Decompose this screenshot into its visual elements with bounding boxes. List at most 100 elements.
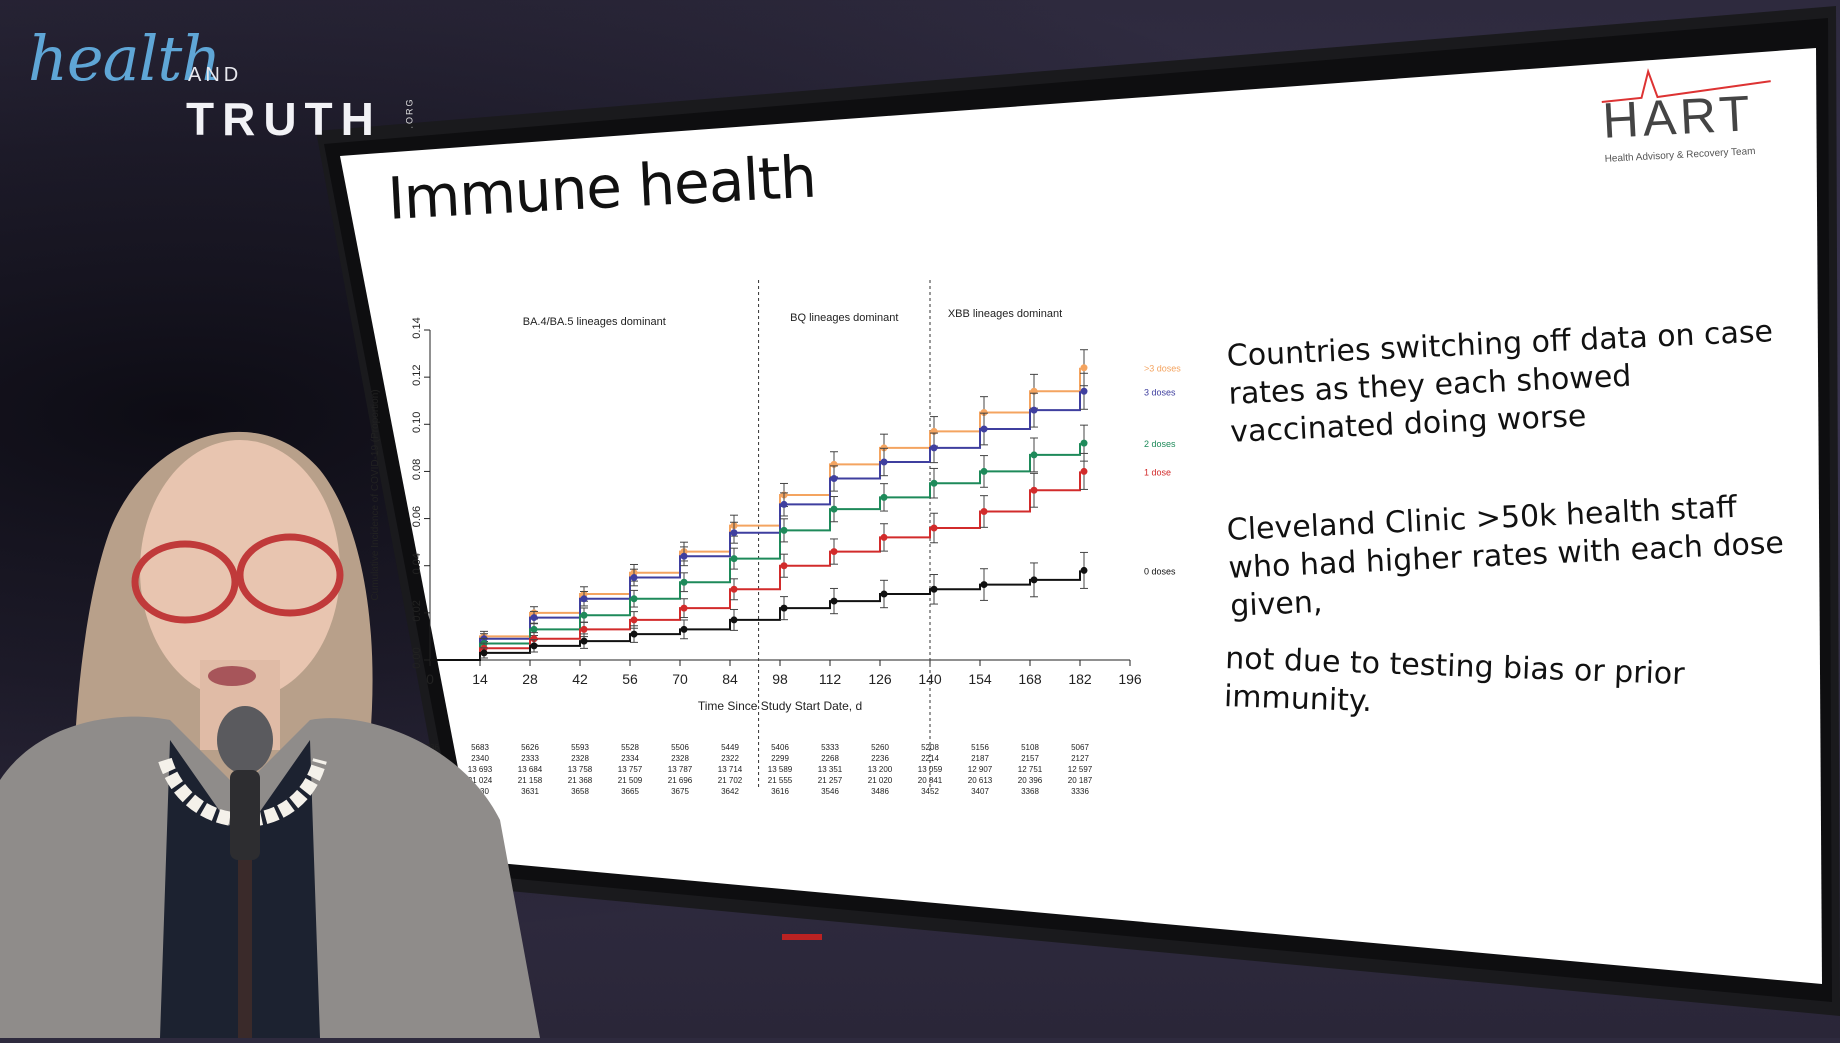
data-point <box>1080 364 1088 372</box>
data-point <box>680 552 688 560</box>
data-point <box>730 555 738 563</box>
at-risk-count: 21 696 <box>668 776 693 785</box>
at-risk-count: 5406 <box>771 743 789 752</box>
health-and-truth-logo: health AND TRUTH .ORG <box>28 22 415 145</box>
data-point <box>680 625 688 633</box>
data-point <box>630 595 638 603</box>
at-risk-count: 3658 <box>571 787 589 796</box>
period-label: BA.4/BA.5 lineages dominant <box>523 316 666 328</box>
at-risk-count: 21 020 <box>868 776 893 785</box>
at-risk-count: 13 059 <box>918 765 943 774</box>
y-tick-label: 0.10 <box>411 412 423 433</box>
data-point <box>980 581 988 589</box>
data-point <box>1030 486 1038 494</box>
at-risk-count: 13 757 <box>618 765 643 774</box>
cumulative-incidence-chart: 0.00 0.02 0.04 0.06 0.08 0.10 0.12 0.14 0 14 28 42 5… <box>360 270 1220 830</box>
at-risk-count: 2236 <box>871 754 889 763</box>
at-risk-count: 20 613 <box>968 776 993 785</box>
data-point <box>580 595 588 603</box>
microphone <box>210 700 280 1038</box>
logo-truth-word: TRUTH <box>186 93 382 145</box>
data-point <box>680 604 688 612</box>
x-tick-label: 154 <box>968 671 992 687</box>
data-point <box>630 616 638 624</box>
y-tick-label: 0.08 <box>411 459 423 480</box>
x-tick-label: 84 <box>722 671 738 687</box>
x-tick-label: 56 <box>622 671 638 687</box>
data-point <box>1030 451 1038 459</box>
at-risk-count: 20 187 <box>1068 776 1093 785</box>
data-point <box>1080 467 1088 475</box>
data-point <box>1080 439 1088 447</box>
at-risk-count: 21 024 <box>468 776 493 785</box>
period-label: XBB lineages dominant <box>948 308 1062 320</box>
data-point <box>530 625 538 633</box>
hart-brand-name: HART <box>1601 85 1756 149</box>
data-point <box>880 590 888 598</box>
logo-and-word: AND <box>188 64 243 86</box>
at-risk-count: 5506 <box>671 743 689 752</box>
data-point <box>680 578 688 586</box>
data-point <box>780 526 788 534</box>
at-risk-count: 2328 <box>671 754 689 763</box>
at-risk-count: 2187 <box>971 754 989 763</box>
at-risk-count: 2127 <box>1071 754 1089 763</box>
x-tick-label: 126 <box>868 671 892 687</box>
data-point <box>830 475 838 482</box>
at-risk-count: 3486 <box>871 787 889 796</box>
at-risk-count: 2340 <box>471 754 489 763</box>
data-point <box>780 500 788 508</box>
y-tick-label: 0.12 <box>411 364 423 385</box>
x-tick-label: 168 <box>1018 671 1042 687</box>
at-risk-count: 13 684 <box>518 765 543 774</box>
display-screen-frame <box>316 6 1840 1016</box>
data-point <box>480 649 488 657</box>
at-risk-count: 3616 <box>771 787 789 796</box>
at-risk-count: 5208 <box>921 743 939 752</box>
data-point <box>830 548 838 556</box>
data-point <box>930 479 938 487</box>
data-point <box>1080 387 1088 395</box>
series-label: 2 doses <box>1144 439 1176 449</box>
at-risk-count: 21 509 <box>618 776 643 785</box>
data-point <box>530 614 538 622</box>
y-tick-label: 0.04 <box>411 553 423 574</box>
data-point <box>980 467 988 475</box>
at-risk-count: 20 396 <box>1018 776 1043 785</box>
at-risk-count: 21 702 <box>718 776 743 785</box>
y-tick-label: 0.14 <box>411 317 423 338</box>
data-point <box>730 616 738 624</box>
logo-script-word: health <box>28 22 221 95</box>
at-risk-count: 12 907 <box>968 765 993 774</box>
series-label: 0 doses <box>1144 566 1176 576</box>
x-tick-label: 196 <box>1118 671 1142 687</box>
data-point <box>730 529 738 537</box>
data-point <box>930 524 938 532</box>
at-risk-count: 5156 <box>971 743 989 752</box>
at-risk-count: 2334 <box>621 754 639 763</box>
at-risk-count: 2328 <box>571 754 589 763</box>
data-point <box>580 611 588 619</box>
data-point <box>830 505 838 513</box>
series-line-1dose <box>430 471 1081 661</box>
at-risk-count: 3452 <box>921 787 939 796</box>
data-point <box>730 585 738 593</box>
at-risk-count: 5683 <box>471 743 489 752</box>
logo-org-word: .ORG <box>404 97 415 129</box>
at-risk-count: 5260 <box>871 743 889 752</box>
hart-heartbeat-icon <box>1601 68 1771 103</box>
at-risk-count: 3675 <box>671 787 689 796</box>
hart-logo: HART Health Advisory & Recovery Team <box>1600 61 1775 170</box>
at-risk-count: 5108 <box>1021 743 1039 752</box>
data-point <box>980 425 988 433</box>
at-risk-count: 21 555 <box>768 776 793 785</box>
data-point <box>530 635 538 643</box>
at-risk-count: 5528 <box>621 743 639 752</box>
data-point <box>830 597 838 605</box>
x-tick-label: 28 <box>522 671 538 687</box>
at-risk-count: 2214 <box>921 754 939 763</box>
at-risk-count: 5593 <box>571 743 589 752</box>
at-risk-count: 20 841 <box>918 776 943 785</box>
at-risk-count: 5067 <box>1071 743 1089 752</box>
at-risk-count: 3368 <box>1021 787 1039 796</box>
